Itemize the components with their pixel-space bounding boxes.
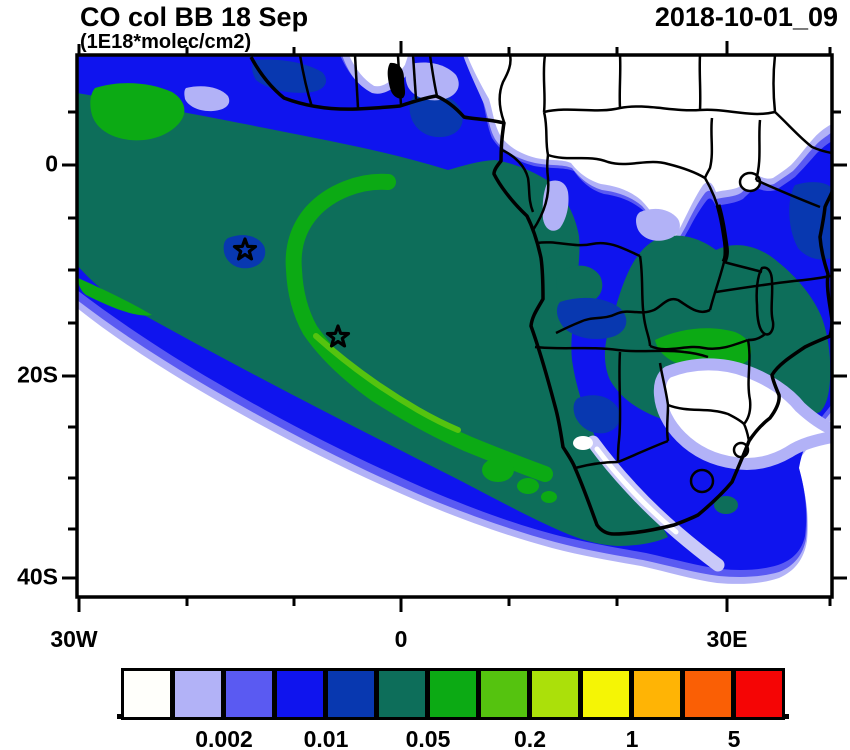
fire-location-star-1 bbox=[232, 237, 258, 261]
white-spot-coast bbox=[573, 436, 593, 450]
teal-patch-sdrc bbox=[556, 265, 603, 305]
colorbar-segment-5 bbox=[376, 668, 428, 720]
y-axis-label-40s: 40S bbox=[17, 563, 58, 590]
pale-channel-core bbox=[594, 446, 679, 535]
colorbar-label-1: 1 bbox=[625, 726, 639, 750]
green-arc-core bbox=[313, 333, 461, 433]
green-spot-namib-3 bbox=[541, 491, 557, 503]
colorbar-segment-12 bbox=[733, 668, 785, 720]
contour-fill-layers bbox=[77, 55, 832, 597]
axis-ticks bbox=[62, 41, 847, 612]
page-title: CO col BB 18 Sep bbox=[80, 2, 309, 32]
green-spot-namib-2 bbox=[517, 478, 539, 494]
green-patch-northwest bbox=[90, 83, 185, 141]
teal-spot-swoosh bbox=[714, 496, 738, 514]
colorbar-segment-8 bbox=[529, 668, 581, 720]
colorbar-segment-4 bbox=[325, 668, 377, 720]
light-pocket-benin bbox=[405, 62, 459, 101]
country-borders bbox=[298, 55, 832, 494]
africa-coastline bbox=[249, 56, 832, 536]
contour-level-0p02-main-plume bbox=[77, 93, 668, 546]
x-axis-label-0: 0 bbox=[394, 626, 408, 652]
green-streak-west-edge bbox=[78, 278, 152, 316]
fire-location-star-2 bbox=[325, 324, 351, 348]
light-pocket-top-strip bbox=[184, 86, 230, 112]
map-frame bbox=[75, 53, 834, 599]
x-axis-label-30e: 30E bbox=[706, 626, 748, 652]
y-axis-label-20s: 20S bbox=[17, 361, 58, 388]
colorbar-segment-7 bbox=[478, 668, 530, 720]
y-axis-label-0: 0 bbox=[45, 150, 58, 177]
colorbar-segment-2 bbox=[223, 668, 275, 720]
colorbar-segment-1 bbox=[172, 668, 224, 720]
colorbar-segment-10 bbox=[631, 668, 683, 720]
colorbar-label-5: 5 bbox=[727, 726, 741, 750]
colorbar-label-0p002: 0.002 bbox=[195, 726, 253, 750]
colorbar-label-0p2: 0.2 bbox=[514, 726, 546, 750]
navy-patch-star1 bbox=[223, 235, 266, 269]
navy-patch-namibia bbox=[573, 395, 620, 434]
colorbar-segment-9 bbox=[580, 668, 632, 720]
clean-air-south-africa bbox=[653, 358, 832, 470]
light-pocket-drc bbox=[636, 208, 680, 241]
colorbar-segment-6 bbox=[427, 668, 479, 720]
units-label: (1E18*molec/cm2) bbox=[80, 31, 252, 53]
colorbar-label-0p05: 0.05 bbox=[405, 726, 451, 750]
light-pocket-congo bbox=[542, 180, 569, 231]
x-axis-label-30w: 30W bbox=[50, 626, 98, 652]
green-spot-namib-1 bbox=[482, 458, 514, 482]
colorbar-label-0p01: 0.01 bbox=[303, 726, 349, 750]
green-patch-zimbabwe bbox=[655, 328, 752, 370]
timestamp-label: 2018-10-01_09 bbox=[654, 2, 838, 32]
lake-malawi bbox=[755, 266, 775, 336]
colorbar-segment-0 bbox=[121, 668, 173, 720]
colorbar-segment-11 bbox=[682, 668, 734, 720]
colorbar-segment-3 bbox=[274, 668, 326, 720]
